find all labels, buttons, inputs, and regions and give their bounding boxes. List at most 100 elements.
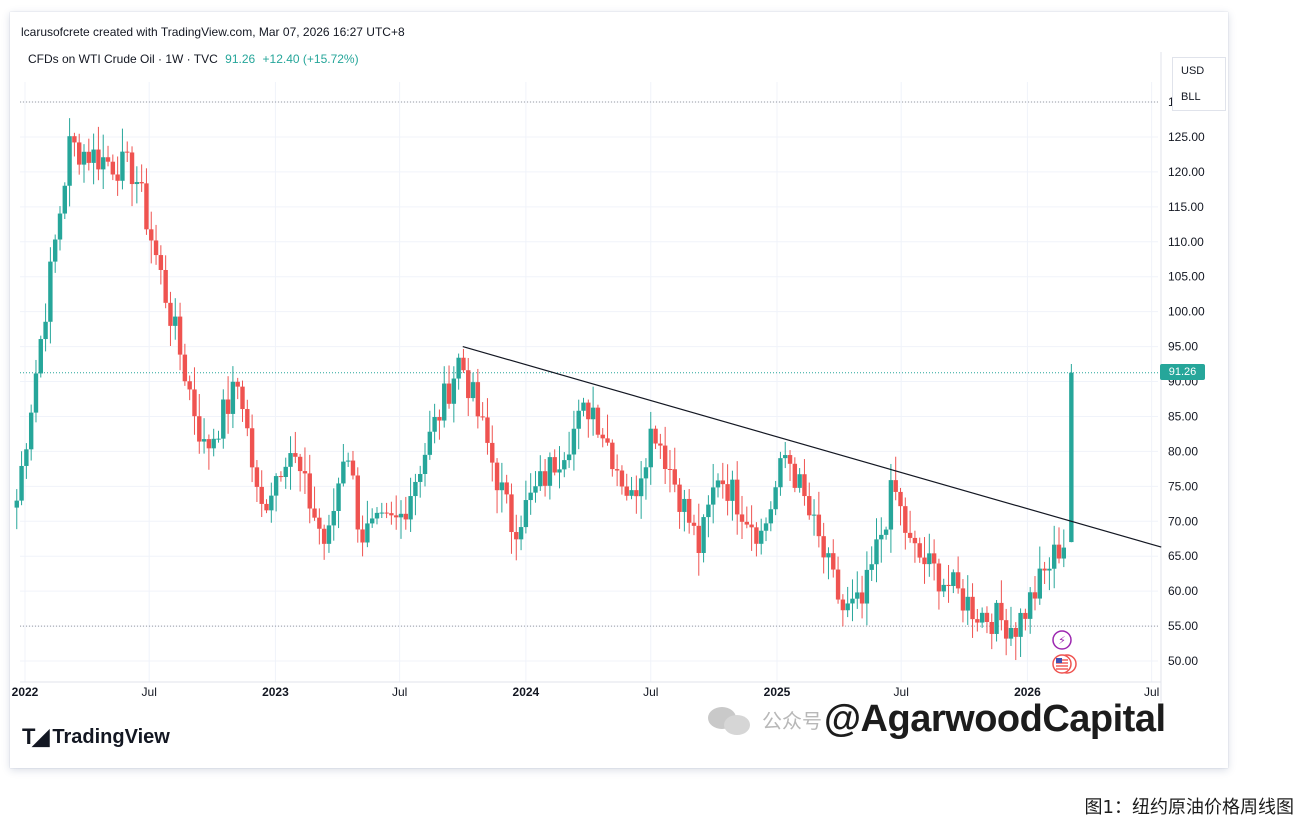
- candle-body: [345, 460, 351, 462]
- candle-body: [105, 157, 111, 162]
- tradingview-mark-icon: T◢: [22, 724, 49, 749]
- candle-body: [927, 553, 932, 565]
- price-change: +12.40 (+15.72%): [262, 52, 359, 66]
- candle-body: [802, 474, 807, 497]
- y-tick-label: 50.00: [1168, 654, 1198, 668]
- candle-body: [869, 564, 874, 570]
- candle-body: [432, 417, 437, 432]
- candle-body: [62, 185, 67, 214]
- candle-body: [177, 316, 183, 355]
- x-tick-label: Jul: [643, 685, 658, 699]
- candle-body: [826, 553, 831, 558]
- candle-body: [413, 481, 418, 497]
- candle-body: [365, 523, 370, 543]
- candle-body: [811, 514, 817, 516]
- candle-body: [48, 261, 53, 322]
- candle-body: [57, 213, 63, 240]
- candle-body: [331, 510, 336, 526]
- candle-body: [955, 572, 961, 589]
- candle-body: [807, 496, 812, 516]
- candle-body: [245, 409, 250, 429]
- candle-body: [667, 468, 673, 470]
- tradingview-logo[interactable]: T◢ TradingView: [22, 724, 170, 750]
- candle-body: [379, 512, 384, 514]
- candle-body: [115, 174, 120, 181]
- candle-body: [912, 537, 918, 544]
- candle-body: [619, 470, 625, 487]
- candle-body: [994, 602, 999, 634]
- candle-body: [225, 399, 231, 414]
- candle-body: [475, 382, 481, 417]
- candle-body: [951, 572, 956, 587]
- candle-body: [710, 487, 716, 505]
- candle-body: [859, 592, 865, 604]
- candle-body: [682, 498, 687, 512]
- candle-body: [941, 584, 946, 592]
- candle-body: [701, 517, 706, 553]
- candle-body: [581, 402, 586, 411]
- candle-body: [1013, 627, 1018, 637]
- watermark: 公众号 @AgarwoodCapital: [708, 698, 1166, 741]
- x-tick-label: 2025: [764, 685, 791, 699]
- candle-body: [278, 476, 284, 478]
- y-tick-label: 110.00: [1168, 235, 1204, 249]
- candle-body: [629, 490, 634, 496]
- candle-body: [81, 151, 87, 165]
- candle-body: [648, 428, 653, 468]
- candle-body: [72, 136, 77, 143]
- candle-body: [1069, 372, 1074, 543]
- candle-body: [715, 480, 721, 488]
- candle-body: [595, 407, 601, 435]
- price-chart[interactable]: 130.00125.00120.00115.00110.00105.00100.…: [10, 12, 1228, 768]
- candle-body: [221, 399, 226, 439]
- candle-body: [187, 381, 192, 390]
- candle-body: [1047, 568, 1052, 571]
- candle-body: [201, 439, 207, 442]
- candle-body: [321, 528, 327, 544]
- candle-body: [302, 471, 308, 474]
- wechat-icon: [708, 705, 752, 735]
- candle-body: [778, 458, 783, 488]
- candle-body: [355, 475, 360, 530]
- candle-body: [610, 442, 615, 470]
- candle-body: [677, 484, 682, 512]
- candle-body: [533, 486, 538, 493]
- candle-body: [197, 416, 202, 442]
- watermark-platform-text: 公众号: [762, 709, 822, 733]
- candle-body: [1027, 592, 1033, 619]
- candle-body: [874, 539, 879, 565]
- candle-body: [845, 603, 850, 611]
- candle-body: [792, 463, 798, 488]
- candle-body: [614, 469, 620, 471]
- candle-body: [624, 486, 629, 496]
- candle-body: [499, 482, 505, 491]
- candle-body: [384, 512, 389, 514]
- candle-body: [427, 431, 433, 455]
- us-flag-icon: [1056, 658, 1062, 663]
- candle-body: [999, 602, 1004, 621]
- candle-body: [557, 469, 562, 473]
- last-price: 91.26: [225, 52, 256, 66]
- symbol-legend[interactable]: CFDs on WTI Crude Oil · 1W · TVC 91.26 +…: [28, 52, 359, 66]
- candle-body: [590, 407, 596, 420]
- candle-body: [1037, 568, 1042, 599]
- candle-body: [129, 152, 135, 185]
- currency-unit-box[interactable]: USD BLL: [1172, 57, 1226, 111]
- candle-body: [883, 529, 889, 535]
- candle-body: [658, 443, 663, 446]
- candle-body: [259, 486, 264, 504]
- candle-body: [125, 151, 130, 153]
- candle-body: [759, 530, 764, 544]
- x-tick-label: Jul: [392, 685, 407, 699]
- candle-body: [360, 529, 365, 543]
- candle-body: [754, 527, 759, 544]
- candle-body: [101, 157, 106, 170]
- candle-body: [835, 569, 841, 600]
- y-tick-label: 70.00: [1168, 514, 1198, 528]
- candle-body: [509, 494, 514, 533]
- y-tick-label: 85.00: [1168, 409, 1198, 423]
- candle-body: [168, 302, 173, 326]
- chart-card: 130.00125.00120.00115.00110.00105.00100.…: [10, 12, 1228, 768]
- candle-body: [163, 269, 168, 303]
- candle-body: [28, 412, 34, 450]
